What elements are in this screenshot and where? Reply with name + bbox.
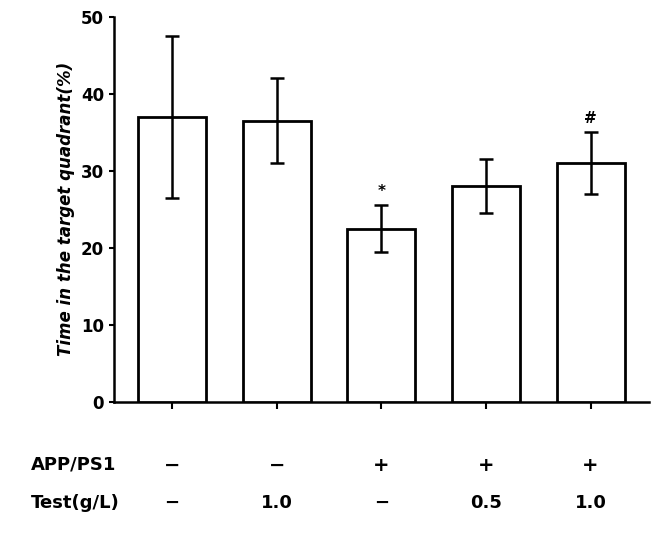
Bar bbox=[557, 163, 625, 402]
Text: Test(g/L): Test(g/L) bbox=[31, 494, 120, 512]
Text: #: # bbox=[584, 111, 597, 126]
Text: 1.0: 1.0 bbox=[261, 494, 292, 512]
Text: *: * bbox=[377, 184, 385, 199]
Text: −: − bbox=[165, 494, 179, 512]
Text: 0.5: 0.5 bbox=[470, 494, 502, 512]
Text: −: − bbox=[268, 456, 285, 475]
Y-axis label: Time in the target quadrant(%): Time in the target quadrant(%) bbox=[58, 62, 76, 357]
Text: APP/PS1: APP/PS1 bbox=[31, 456, 116, 474]
Bar bbox=[347, 229, 415, 402]
Text: +: + bbox=[478, 456, 494, 475]
Bar bbox=[243, 121, 310, 402]
Text: +: + bbox=[373, 456, 389, 475]
Bar bbox=[452, 186, 520, 402]
Text: −: − bbox=[164, 456, 180, 475]
Text: −: − bbox=[374, 494, 389, 512]
Bar bbox=[138, 117, 206, 402]
Text: +: + bbox=[582, 456, 599, 475]
Text: 1.0: 1.0 bbox=[575, 494, 607, 512]
